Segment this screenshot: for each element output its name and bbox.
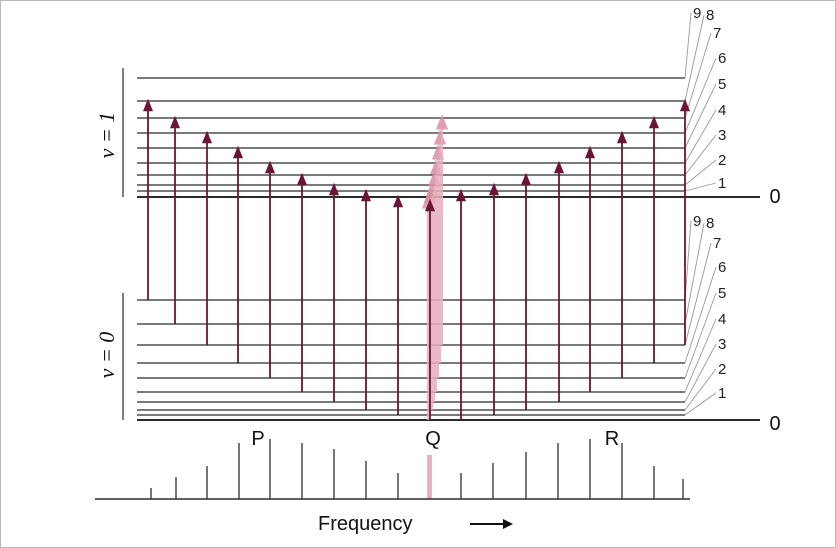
leader-line (684, 266, 717, 364)
lower-j-label: 6 (718, 259, 726, 276)
leader-line (684, 14, 705, 102)
q-branch-label: Q (425, 428, 441, 450)
leader-line (684, 159, 717, 186)
upper-level-label-leaders (684, 12, 717, 192)
lower-rotational-levels (137, 299, 760, 421)
leader-line (684, 220, 692, 301)
upper-origin-label: 0 (769, 186, 780, 208)
lower-j-label: 1 (718, 385, 726, 402)
upper-j-label: 4 (718, 102, 726, 119)
q-branch-arrows (421, 114, 449, 420)
upper-j-label: 6 (718, 50, 726, 67)
frequency-arrow-icon (470, 519, 513, 529)
lower-j-label: 9 (693, 213, 701, 230)
lower-band-label: v = 0 (94, 332, 119, 379)
lower-level-label-leaders (684, 220, 717, 416)
upper-rotational-levels (137, 77, 760, 198)
upper-j-label: 8 (706, 7, 714, 24)
leader-line (684, 12, 692, 79)
upper-j-label: 3 (718, 127, 726, 144)
r-branch-label: R (605, 428, 619, 450)
leader-line (684, 292, 717, 379)
p-branch-label: P (251, 428, 264, 450)
leader-line (684, 222, 705, 325)
leader-line (684, 83, 717, 149)
leader-line (684, 109, 717, 164)
lower-j-label: 3 (718, 336, 726, 353)
upper-j-label: 2 (718, 152, 726, 169)
lower-j-label: 7 (713, 235, 721, 252)
upper-j-label: 9 (693, 5, 701, 22)
lower-j-label: 2 (718, 361, 726, 378)
upper-j-label: 5 (718, 76, 726, 93)
leader-line (684, 32, 712, 119)
lower-j-label: 8 (706, 215, 714, 232)
leader-line (684, 134, 717, 176)
spectrum-lines (150, 439, 684, 499)
leader-line (684, 343, 717, 403)
frequency-axis-label: Frequency (318, 513, 413, 535)
leader-line (684, 242, 712, 346)
upper-j-label: 7 (713, 25, 721, 42)
leader-line (684, 392, 717, 416)
upper-band-label: v = 1 (94, 112, 119, 159)
leader-line (684, 368, 717, 411)
leader-line (684, 57, 717, 134)
lower-j-label: 4 (718, 311, 726, 328)
upper-j-label: 1 (718, 175, 726, 192)
leader-line (684, 318, 717, 393)
lower-j-label: 5 (718, 285, 726, 302)
transition-arrows (142, 98, 691, 420)
lower-origin-label: 0 (769, 413, 780, 435)
leader-line (684, 182, 717, 192)
